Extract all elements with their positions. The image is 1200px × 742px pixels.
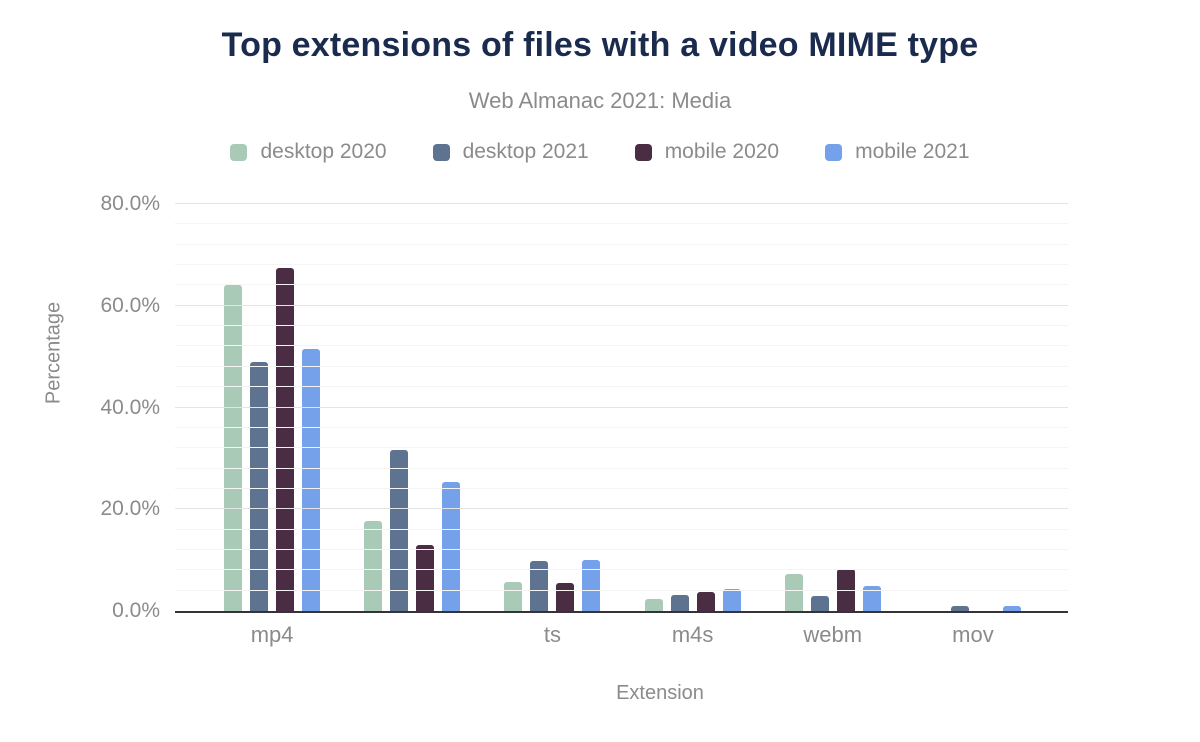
x-tick-label-blank: [342, 622, 482, 648]
chart-title: Top extensions of files with a video MIM…: [221, 26, 979, 64]
y-tick-label: 0.0%: [112, 599, 160, 622]
gridline: [175, 447, 1068, 449]
bar-desktop-2020-mp4[interactable]: [224, 285, 243, 611]
bar-desktop-2021-ts[interactable]: [530, 560, 549, 611]
chart-subtitle: Web Almanac 2021: Media: [468, 88, 732, 113]
gridline: [175, 467, 1068, 469]
gridline: [175, 569, 1068, 571]
gridline: [175, 426, 1068, 428]
y-axis-ticks: 0.0% 20.0% 40.0% 60.0% 80.0%: [0, 192, 160, 622]
gridline: [175, 304, 1068, 306]
bar-mobile-2021-mov[interactable]: [1002, 606, 1021, 611]
legend-swatch-mobile-2021: [825, 143, 843, 161]
gridline: [175, 528, 1068, 530]
bar-group-blank: [342, 204, 482, 611]
bar-desktop-2020-blank[interactable]: [364, 521, 383, 611]
bar-desktop-2020-m4s[interactable]: [644, 599, 663, 611]
bar-mobile-2020-m4s[interactable]: [696, 592, 715, 611]
bar-groups: [202, 204, 1043, 611]
bar-mobile-2020-mp4[interactable]: [276, 267, 295, 611]
legend-swatch-mobile-2020: [634, 143, 652, 161]
legend: desktop 2020 desktop 2021 mobile 2020 mobil…: [0, 140, 1200, 164]
bar-mobile-2021-webm[interactable]: [862, 585, 881, 611]
gridline: [175, 365, 1068, 367]
bar-mobile-2020-blank[interactable]: [416, 545, 435, 611]
legend-label: desktop 2021: [462, 140, 589, 163]
gridline: [175, 223, 1068, 225]
legend-label: desktop 2020: [260, 140, 387, 163]
x-tick-label-mp4: mp4: [250, 622, 294, 647]
gridline: [175, 325, 1068, 327]
x-tick-label-m4s: m4s: [671, 622, 714, 647]
gridline: [175, 284, 1068, 286]
gridline: [175, 386, 1068, 388]
y-tick-label: 60.0%: [100, 293, 160, 317]
gridline: [175, 589, 1068, 591]
bar-desktop-2021-mp4[interactable]: [250, 361, 269, 611]
y-tick-label: 40.0%: [100, 395, 160, 419]
bar-desktop-2021-blank[interactable]: [390, 449, 409, 611]
legend-label: mobile 2021: [855, 140, 970, 163]
x-tick-label-webm: webm: [803, 622, 863, 647]
legend-item-desktop-2020[interactable]: desktop 2020: [230, 140, 387, 164]
gridline: [175, 548, 1068, 550]
bar-desktop-2021-mov[interactable]: [950, 606, 969, 611]
gridline: [175, 203, 1068, 204]
x-tick-label-mov: mov: [952, 622, 994, 647]
bar-mobile-2021-mp4[interactable]: [302, 348, 321, 611]
bar-group-mov: [903, 204, 1043, 611]
bar-desktop-2021-webm[interactable]: [810, 595, 829, 611]
gridline: [175, 406, 1068, 408]
legend-label: mobile 2020: [664, 140, 780, 163]
gridline: [175, 345, 1068, 347]
y-tick-label: 20.0%: [100, 497, 160, 521]
x-axis-title: Extension: [616, 682, 704, 704]
legend-item-mobile-2020[interactable]: mobile 2020: [634, 140, 780, 164]
gridline: [175, 487, 1068, 489]
x-axis-ticks: mp4 ts m4s webm mov: [202, 622, 1043, 648]
bar-mobile-2021-m4s[interactable]: [722, 588, 741, 611]
y-tick-label: 80.0%: [100, 192, 160, 215]
legend-item-desktop-2021[interactable]: desktop 2021: [432, 140, 589, 164]
gridline: [175, 243, 1068, 245]
bar-mobile-2020-ts[interactable]: [556, 583, 575, 611]
gridline: [175, 508, 1068, 510]
bar-desktop-2020-ts[interactable]: [504, 581, 523, 611]
bar-mobile-2021-ts[interactable]: [582, 559, 601, 611]
bar-desktop-2021-m4s[interactable]: [670, 594, 689, 611]
gridline: [175, 264, 1068, 266]
legend-item-mobile-2021[interactable]: mobile 2021: [825, 140, 970, 164]
bar-group-m4s: [623, 204, 763, 611]
x-tick-label-ts: ts: [543, 622, 561, 647]
legend-swatch-desktop-2021: [432, 143, 450, 161]
legend-swatch-desktop-2020: [230, 143, 248, 161]
bar-mobile-2021-blank[interactable]: [442, 481, 461, 611]
bar-desktop-2020-webm[interactable]: [784, 574, 803, 611]
plot-area: [175, 203, 1068, 613]
